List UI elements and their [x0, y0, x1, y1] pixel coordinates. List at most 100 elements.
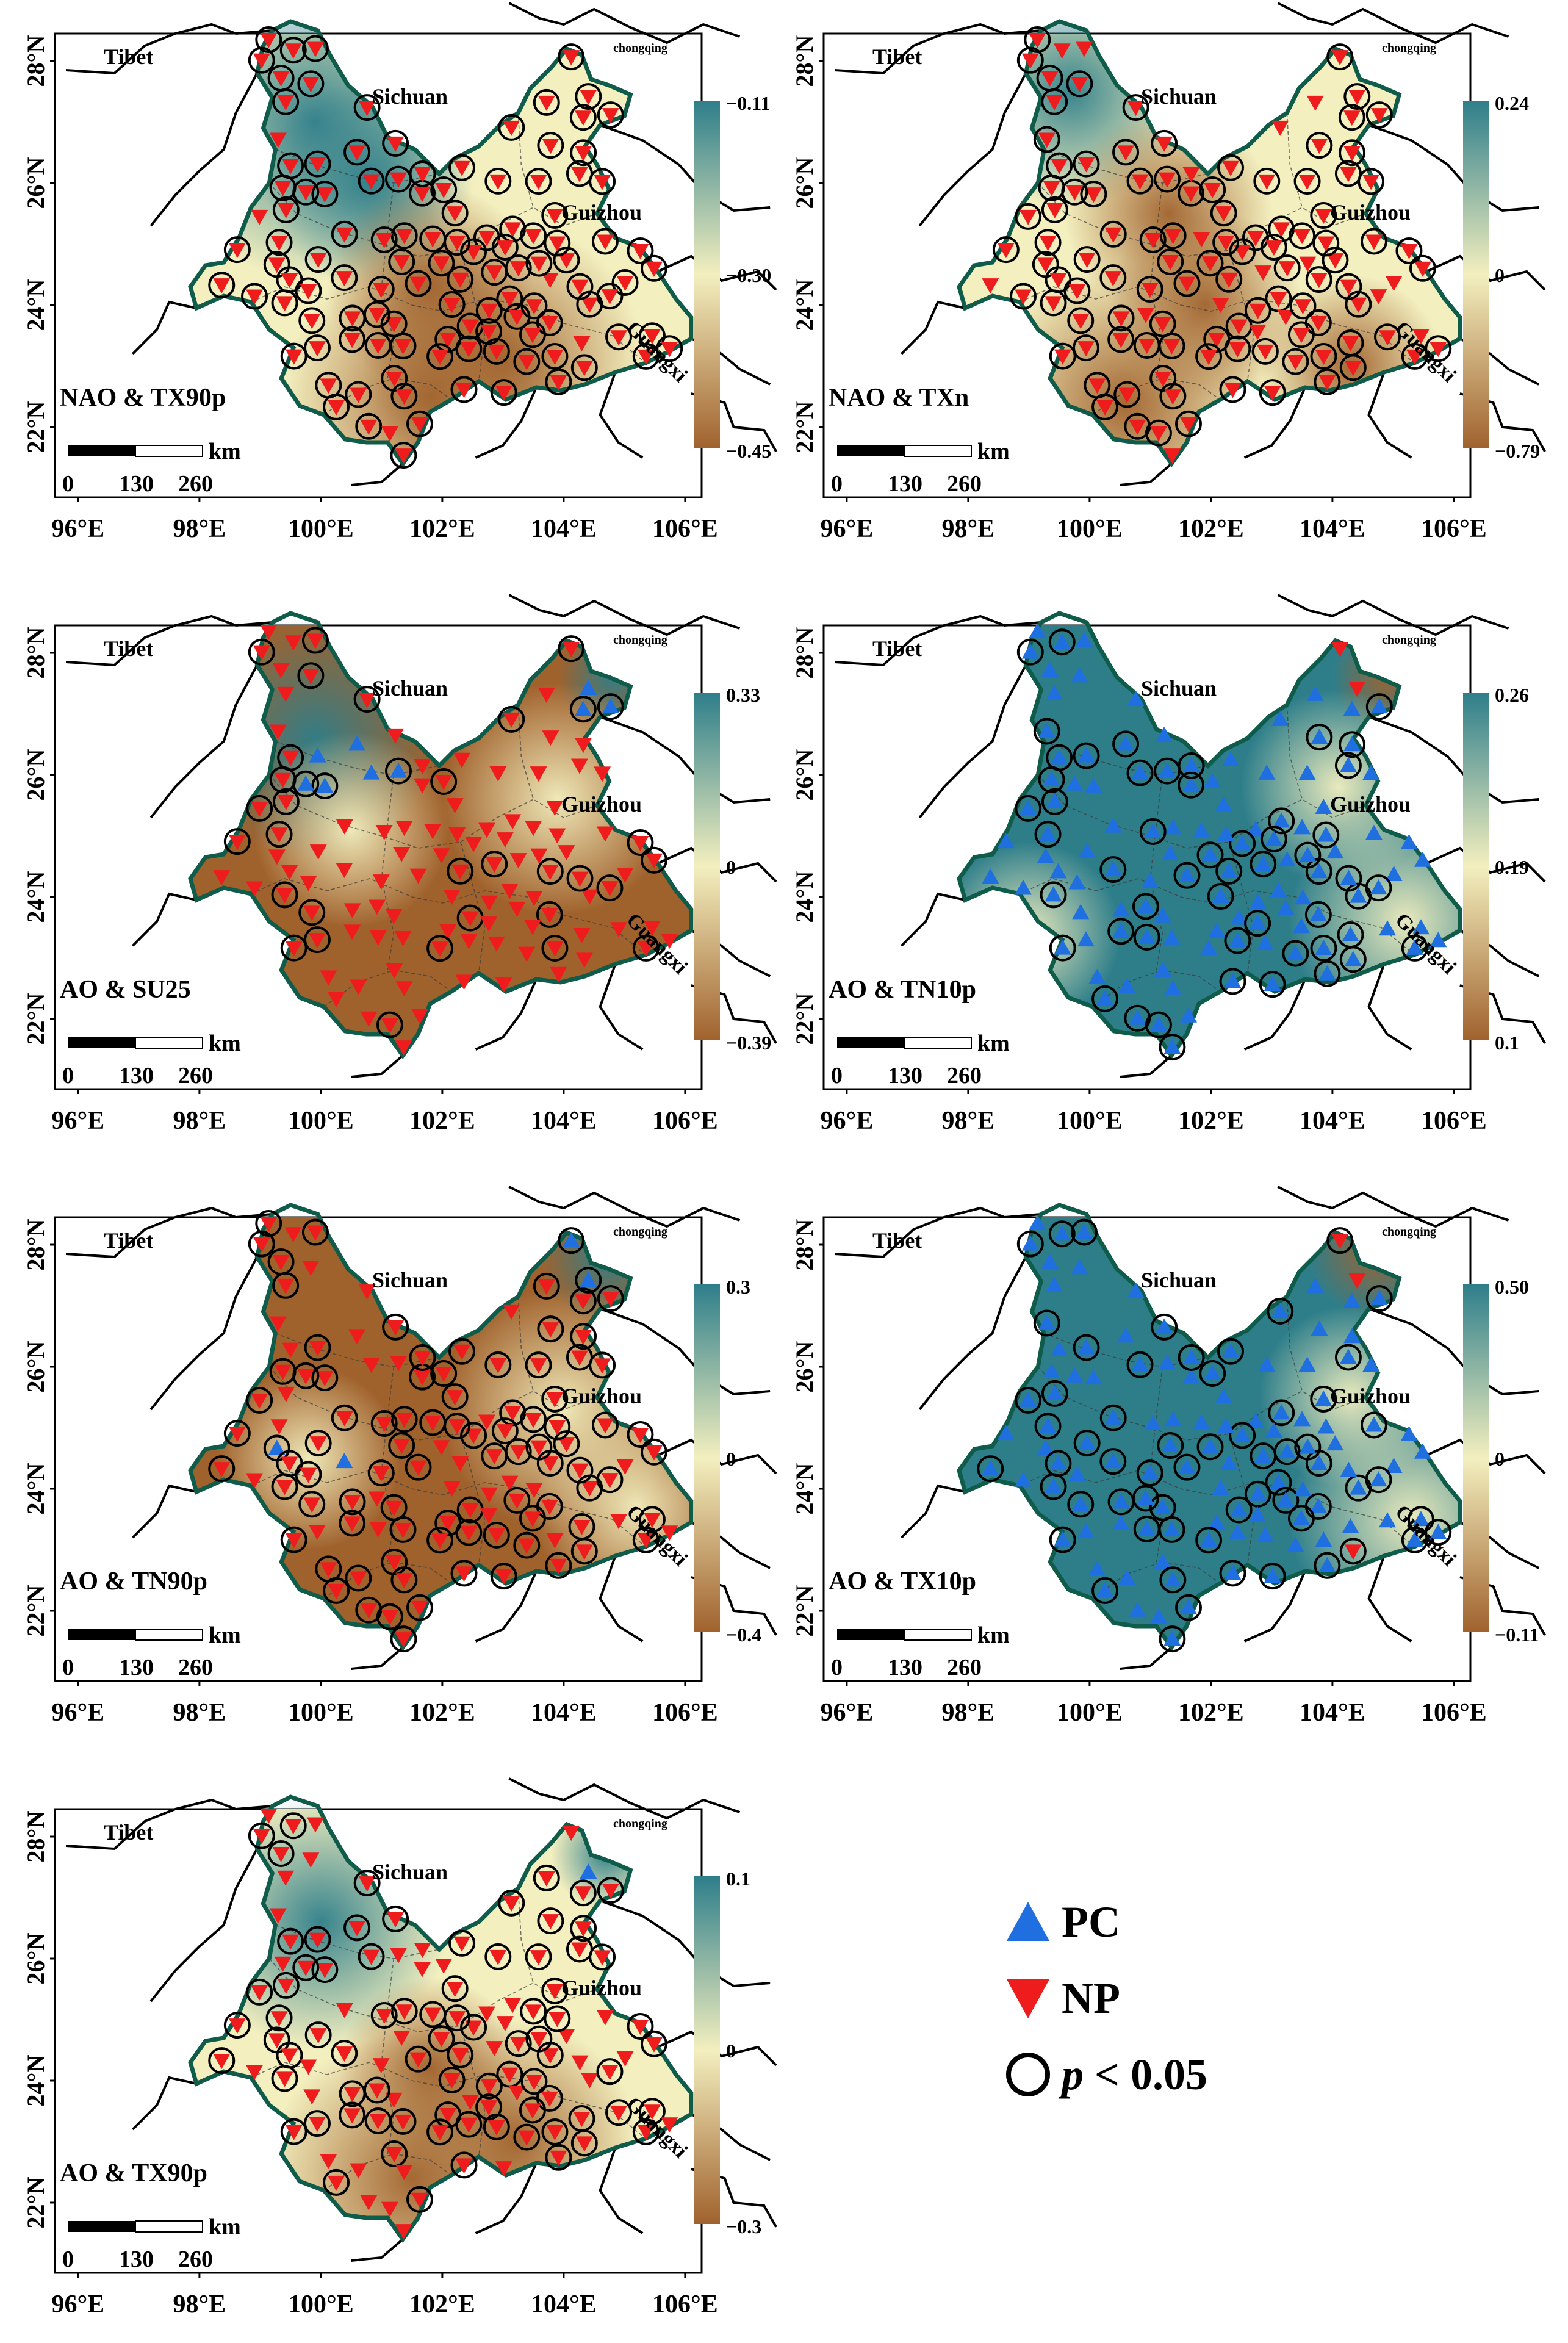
- significance-ring: [597, 1285, 624, 1312]
- scale-tick-0: 0: [62, 1655, 74, 1680]
- np-station: [328, 992, 345, 1007]
- lat-tick-label: 22°N: [22, 1585, 49, 1636]
- np-station: [292, 1362, 320, 1389]
- significance-ring: [1072, 334, 1099, 362]
- np-station: [569, 1879, 597, 1907]
- colorbar: [694, 101, 720, 448]
- significance-ring: [638, 322, 666, 350]
- pc-station: [1132, 1485, 1159, 1512]
- np-station: [581, 889, 599, 905]
- pc-station: [1099, 1448, 1127, 1475]
- np-station: [1024, 26, 1051, 54]
- pc-station: [1259, 971, 1286, 998]
- significance-ring: [537, 1907, 564, 1935]
- np-station: [495, 977, 512, 993]
- lon-tick-label: 96°E: [51, 2291, 104, 2319]
- np-station: [520, 1406, 547, 1433]
- significance-ring: [1219, 376, 1246, 403]
- significance-ring: [311, 1956, 339, 1984]
- colorbar-min: −0.39: [726, 1032, 771, 1054]
- np-station: [519, 1505, 546, 1532]
- significance-ring: [1046, 152, 1073, 179]
- pc-station: [1016, 1230, 1044, 1258]
- colorbar-mid: −0.30: [726, 264, 771, 286]
- pc-station: [1265, 1422, 1282, 1438]
- np-station: [597, 1285, 624, 1312]
- panel-title: AO & SU25: [60, 976, 191, 1004]
- np-station: [566, 160, 593, 187]
- significance-ring: [513, 348, 541, 375]
- np-station: [643, 921, 661, 937]
- np-station: [1112, 139, 1140, 166]
- significance-ring: [265, 2004, 293, 2032]
- np-station: [496, 832, 514, 848]
- label-chongqing: chongqing: [613, 1817, 667, 1830]
- significance-ring: [448, 1337, 476, 1365]
- significance-ring: [525, 1943, 552, 1971]
- np-station: [265, 229, 293, 256]
- significance-ring: [503, 1486, 531, 1514]
- pc-station: [1215, 857, 1243, 885]
- lat-tick-label: 28°N: [22, 627, 49, 678]
- significance-ring: [1091, 1577, 1119, 1604]
- np-station: [575, 83, 602, 110]
- colorbar: [694, 693, 720, 1040]
- significance-ring: [1024, 26, 1051, 54]
- scale-tick-130: 130: [119, 1063, 154, 1089]
- significance-ring: [1289, 222, 1316, 250]
- pc-station: [1400, 1425, 1418, 1441]
- lat-tick-label: 26°N: [791, 1341, 818, 1392]
- np-station: [1210, 200, 1237, 227]
- np-station: [246, 1386, 273, 1414]
- lon-tick-label: 100°E: [1057, 1107, 1123, 1135]
- pc-station: [1164, 979, 1182, 995]
- lon-tick-label: 102°E: [1178, 1107, 1244, 1135]
- np-station: [508, 2085, 526, 2101]
- significance-ring: [1099, 264, 1127, 292]
- significance-ring: [1040, 881, 1067, 909]
- significance-ring: [405, 2045, 432, 2073]
- pc-station: [1144, 1414, 1162, 1430]
- significance-ring: [627, 2012, 654, 2040]
- np-station: [447, 2041, 474, 2068]
- np-station: [566, 1344, 593, 1371]
- significance-ring: [1067, 1491, 1095, 1518]
- np-station: [353, 686, 381, 713]
- map-legend: PC NP p < 0.05: [1001, 1891, 1367, 2148]
- significance-ring: [345, 381, 372, 408]
- scale-bar: [837, 1629, 972, 1641]
- colorbar-mid: 0: [1495, 264, 1505, 286]
- pc-station: [1099, 856, 1127, 884]
- pc-station: [1425, 1519, 1452, 1546]
- significance-ring: [279, 1812, 307, 1840]
- pc-station: [1256, 934, 1274, 950]
- pc-station: [1077, 1523, 1095, 1539]
- np-station: [297, 70, 325, 98]
- lat-tick-label: 22°N: [22, 993, 49, 1045]
- pc-station: [1312, 821, 1340, 849]
- np-station: [441, 1383, 469, 1411]
- np-station: [304, 150, 331, 178]
- pc-station: [1268, 1399, 1295, 1427]
- np-station: [509, 853, 527, 869]
- significance-ring: [513, 1531, 541, 1559]
- pc-station: [1118, 977, 1136, 993]
- pc-station: [1326, 843, 1344, 859]
- np-station: [1163, 448, 1181, 464]
- significance-ring: [1041, 196, 1068, 223]
- np-station: [441, 1975, 469, 2003]
- np-station: [414, 778, 431, 794]
- significance-ring: [498, 705, 525, 733]
- lon-tick-label: 100°E: [288, 515, 354, 543]
- np-station: [541, 1978, 569, 2005]
- colorbar-mid: 0.19: [1495, 856, 1529, 878]
- significance-ring: [297, 70, 325, 98]
- neighbour-borders: [834, 594, 1546, 1078]
- significance-ring: [1217, 1337, 1245, 1365]
- significance-ring: [208, 272, 236, 299]
- np-station: [1254, 265, 1272, 281]
- np-station: [304, 1334, 331, 1361]
- significance-ring: [627, 237, 654, 264]
- significance-ring: [640, 846, 667, 874]
- np-station: [260, 625, 278, 641]
